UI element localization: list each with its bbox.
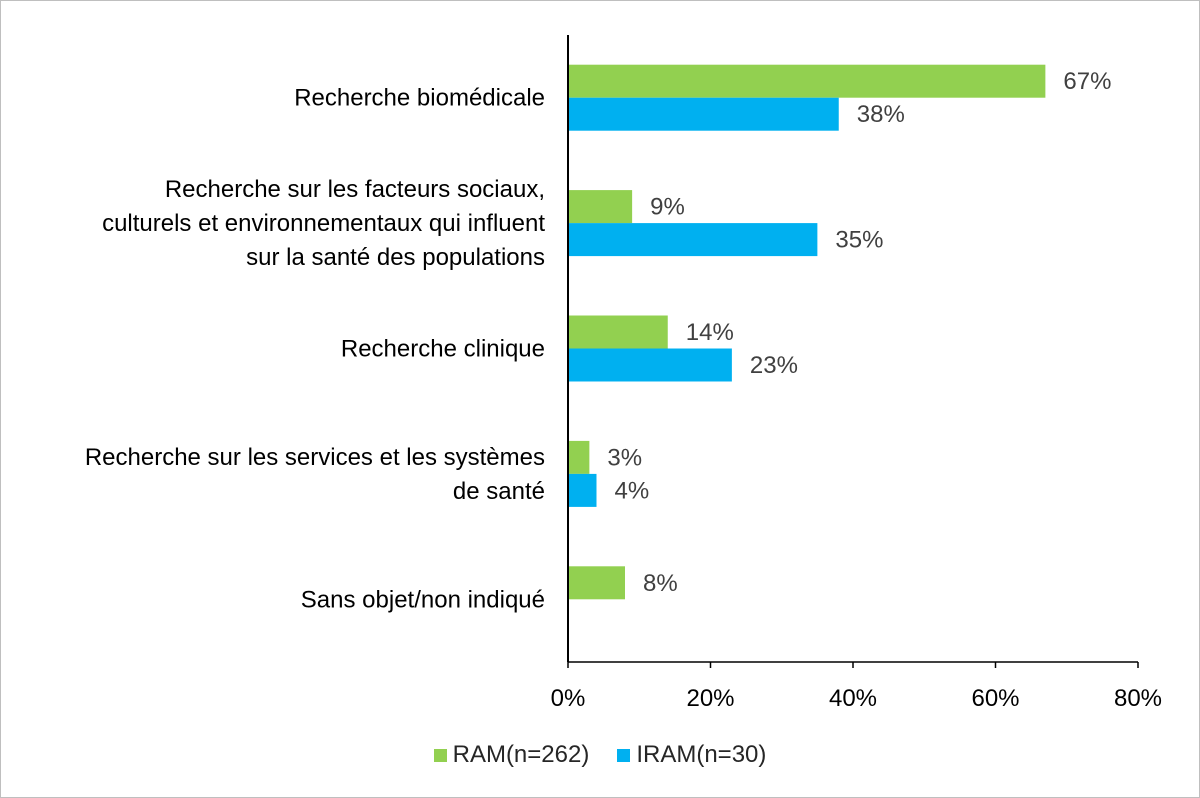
- bar-ram-0: [568, 64, 1046, 98]
- bar-iram-2: [568, 348, 732, 382]
- data-label-iram-3: 4%: [615, 477, 650, 504]
- legend: RAM(n=262) IRAM(n=30): [0, 735, 1200, 775]
- data-label-ram-0: 67%: [1063, 68, 1111, 95]
- legend-label-iram: IRAM(n=30): [636, 741, 767, 768]
- x-tick-label-4: 80%: [1114, 685, 1162, 712]
- bar-iram-3: [568, 473, 597, 507]
- data-label-iram-2: 23%: [750, 352, 798, 379]
- data-label-ram-2: 14%: [686, 319, 734, 346]
- bar-iram-1: [568, 223, 818, 257]
- bar-ram-1: [568, 190, 633, 224]
- bar-ram-3: [568, 440, 590, 474]
- data-label-iram-1: 35%: [835, 227, 883, 254]
- data-label-ram-1: 9%: [650, 194, 685, 221]
- bar-ram-2: [568, 315, 668, 349]
- legend-label-ram: RAM(n=262): [452, 741, 590, 768]
- bar-iram-0: [568, 97, 839, 131]
- legend-item-iram: IRAM(n=30): [617, 741, 766, 769]
- x-tick-label-3: 60%: [971, 685, 1019, 712]
- bar-ram-4: [568, 566, 625, 600]
- category-label-4-line-0: Sans objet/non indiqué: [301, 586, 545, 613]
- category-label-2-line-0: Recherche clinique: [341, 336, 545, 363]
- data-label-iram-0: 38%: [857, 101, 905, 128]
- category-label-1-line-0: Recherche sur les facteurs sociaux,: [165, 176, 545, 203]
- category-label-1-line-1: culturels et environnementaux qui influe…: [102, 210, 545, 237]
- legend-swatch-ram: [433, 748, 447, 762]
- legend-item-ram: RAM(n=262): [433, 741, 590, 769]
- category-label-3-line-0: Recherche sur les services et les systèm…: [85, 444, 545, 471]
- x-tick-label-2: 40%: [829, 685, 877, 712]
- x-tick-label-1: 20%: [686, 685, 734, 712]
- category-label-3-line-1: de santé: [453, 478, 545, 505]
- x-tick-label-0: 0%: [551, 685, 586, 712]
- data-label-ram-3: 3%: [607, 444, 642, 471]
- legend-swatch-iram: [617, 748, 631, 762]
- data-label-ram-4: 8%: [643, 570, 678, 597]
- category-label-0-line-0: Recherche biomédicale: [294, 85, 545, 112]
- category-label-1-line-2: sur la santé des populations: [246, 244, 545, 271]
